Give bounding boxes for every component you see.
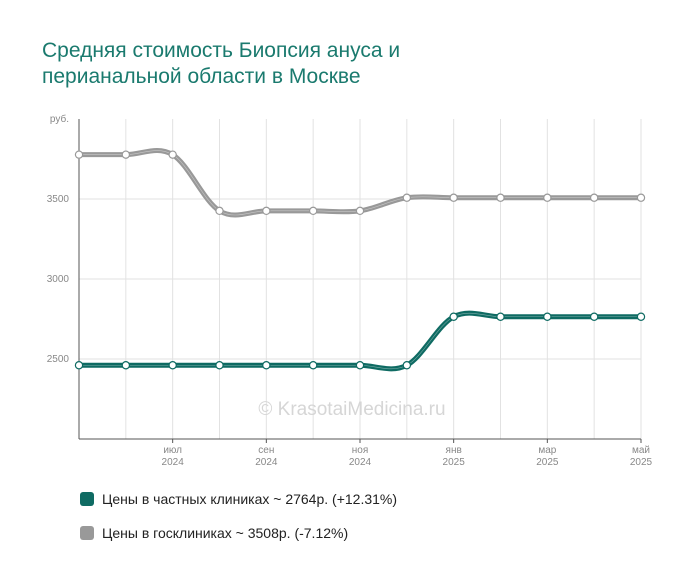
data-point-private <box>449 312 458 321</box>
data-point-private <box>168 361 177 370</box>
chart-title-line-1: Средняя стоимость Биопсия ануса и <box>42 39 401 62</box>
data-point-public <box>589 193 599 202</box>
data-point-private <box>262 361 271 370</box>
data-point-private <box>496 312 505 321</box>
y-axis-label: руб. <box>50 113 69 125</box>
data-point-private <box>636 312 646 321</box>
watermark: © KrasotaiMedicina.ru <box>258 399 445 420</box>
data-point-private <box>543 312 552 321</box>
data-point-public <box>355 206 365 216</box>
data-point-public <box>262 206 271 216</box>
legend-label-private: Цены в частных клиниках ~ 2764р. (+12.31… <box>102 491 398 507</box>
x-tick-label-year: 2025 <box>630 457 653 468</box>
data-point-public <box>496 193 505 202</box>
data-point-public <box>121 150 131 159</box>
x-tick-label-year: 2025 <box>536 457 559 468</box>
data-point-private <box>308 361 318 370</box>
data-point-private <box>355 361 365 370</box>
x-tick-label-year: 2024 <box>162 457 185 468</box>
x-tick-label-month: янв <box>446 445 462 456</box>
legend-label-public: Цены в госклиниках ~ 3508р. (-7.12%) <box>102 525 349 541</box>
x-tick-label-month: июл <box>163 445 182 456</box>
data-point-private <box>74 361 84 370</box>
data-point-public <box>74 150 84 159</box>
data-point-public <box>168 150 177 159</box>
x-tick-label-month: ноя <box>352 445 369 456</box>
grid <box>78 119 642 439</box>
legend-swatch-public <box>80 526 94 540</box>
y-tick-label: 2500 <box>47 354 70 365</box>
legend-item-private[interactable]: Цены в частных клиниках ~ 2764р. (+12.31… <box>80 488 397 510</box>
x-tick-label-year: 2024 <box>255 457 278 468</box>
x-tick-label-year: 2025 <box>443 457 466 468</box>
data-point-private <box>402 361 412 370</box>
legend-swatch-private <box>80 492 94 506</box>
data-point-private <box>215 361 224 370</box>
data-point-private <box>121 361 131 370</box>
y-tick-label: 3500 <box>47 194 70 205</box>
axes: 250030003500руб.июл2024сен2024ноя2024янв… <box>47 113 653 468</box>
legend-item-public[interactable]: Цены в госклиниках ~ 3508р. (-7.12%) <box>80 522 397 544</box>
data-point-private <box>589 312 599 321</box>
x-tick-label-year: 2024 <box>349 457 372 468</box>
data-point-public <box>636 193 646 202</box>
legend: Цены в частных клиниках ~ 2764р. (+12.31… <box>80 488 397 556</box>
x-tick-label-month: мар <box>538 445 556 456</box>
data-point-public <box>543 193 552 202</box>
data-point-public <box>402 193 412 202</box>
chart-title-line-2: перианальной области в Москве <box>42 65 361 88</box>
x-tick-label-month: май <box>632 445 650 456</box>
chart-title: Средняя стоимость Биопсия ануса и периан… <box>42 38 642 90</box>
data-point-public <box>215 206 224 216</box>
data-point-public <box>449 193 458 202</box>
data-point-public <box>308 206 318 216</box>
x-tick-label-month: сен <box>258 445 274 456</box>
y-tick-label: 3000 <box>47 274 70 285</box>
series <box>74 148 646 372</box>
